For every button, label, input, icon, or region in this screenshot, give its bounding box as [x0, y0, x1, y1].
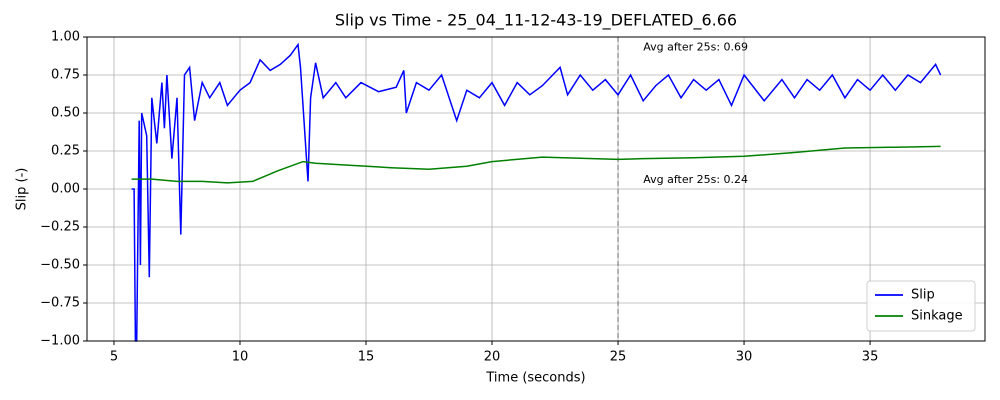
y-tick-label: 1.00 [51, 30, 80, 45]
y-tick-label: 0.50 [51, 106, 80, 121]
y-tick-label: −0.50 [40, 258, 80, 273]
annotation: Avg after 25s: 0.24 [643, 173, 748, 186]
x-tick-label: 30 [736, 350, 753, 365]
legend-label: Sinkage [911, 309, 963, 324]
x-tick-label: 25 [610, 350, 627, 365]
line-series [131, 145, 941, 184]
x-tick-label: 20 [484, 350, 501, 365]
x-tick-label: 10 [232, 350, 249, 365]
y-tick-label: −1.00 [40, 334, 80, 349]
y-tick-label: 0.25 [51, 144, 80, 159]
y-tick-label: −0.75 [40, 296, 80, 311]
y-axis-label: Slip (-) [15, 168, 30, 211]
plot-frame [86, 36, 986, 342]
y-tick-label: 0.00 [51, 182, 80, 197]
x-tick-label: 15 [358, 350, 375, 365]
x-tick-label: 5 [110, 350, 118, 365]
line-series [131, 42, 942, 342]
y-tick-label: −0.25 [40, 220, 80, 235]
x-axis-label: Time (seconds) [485, 371, 585, 386]
annotation: Avg after 25s: 0.69 [643, 41, 748, 54]
x-tick-label: 35 [862, 350, 879, 365]
legend-label: Slip [911, 288, 935, 303]
chart-title: Slip vs Time - 25_04_11-12-43-19_DEFLATE… [335, 11, 737, 31]
legend-box [866, 280, 976, 332]
y-tick-label: 0.75 [51, 68, 80, 83]
